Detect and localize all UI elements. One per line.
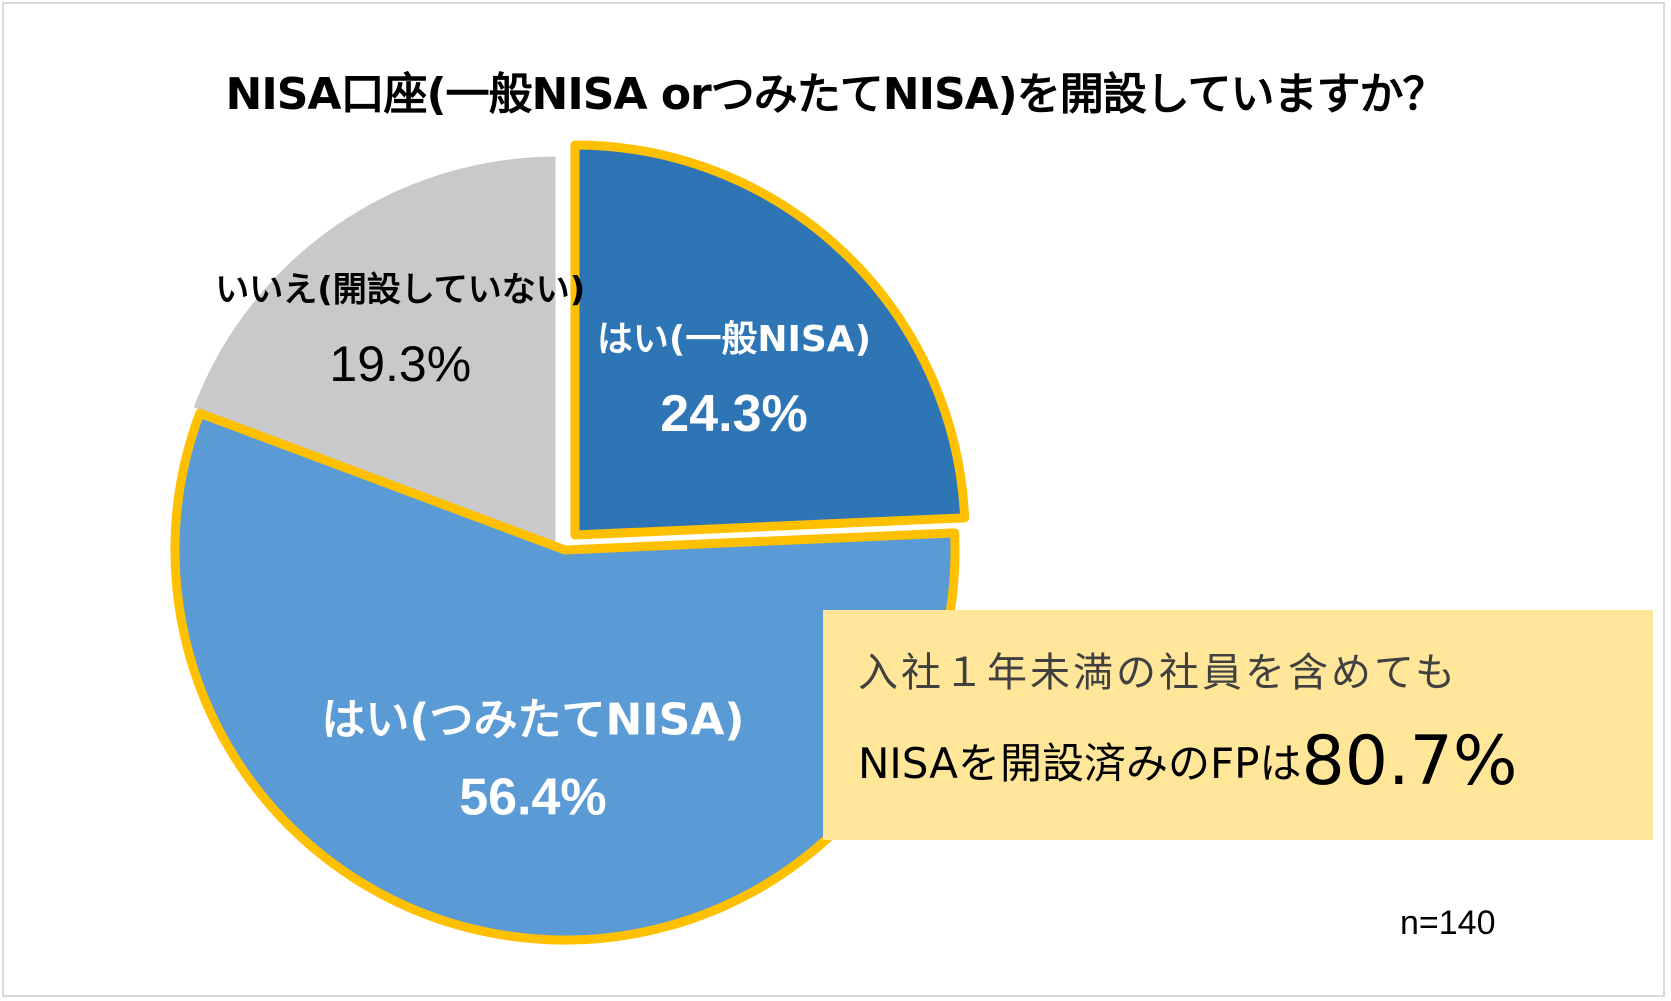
label-no-name: いいえ(開設していない)	[215, 270, 585, 310]
pie-slice-1	[570, 140, 970, 540]
sample-size-note: n=140	[1400, 904, 1496, 942]
label-no-value: 19.3%	[329, 336, 471, 392]
label-ippan-value: 24.3%	[660, 385, 807, 443]
chart-title: NISA口座(一般NISA orつみたてNISA)を開設していますか？	[225, 69, 1447, 120]
callout-line1: 入社１年未満の社員を含めても	[858, 650, 1458, 696]
pie-slice-3	[190, 153, 559, 547]
label-ippan-name: はい(一般NISA)	[597, 319, 871, 360]
label-tsumitate-value: 56.4%	[459, 768, 606, 826]
callout-line2-prefix: NISAを開設済みのFPは	[858, 739, 1302, 788]
callout-total-value: 80.7%	[1301, 722, 1518, 801]
callout-line2: NISAを開設済みのFPは80.7%	[858, 722, 1518, 801]
callout-box: 入社１年未満の社員を含めても NISAを開設済みのFPは80.7%	[823, 610, 1653, 840]
label-tsumitate-name: はい(つみたてNISA)	[321, 694, 744, 745]
